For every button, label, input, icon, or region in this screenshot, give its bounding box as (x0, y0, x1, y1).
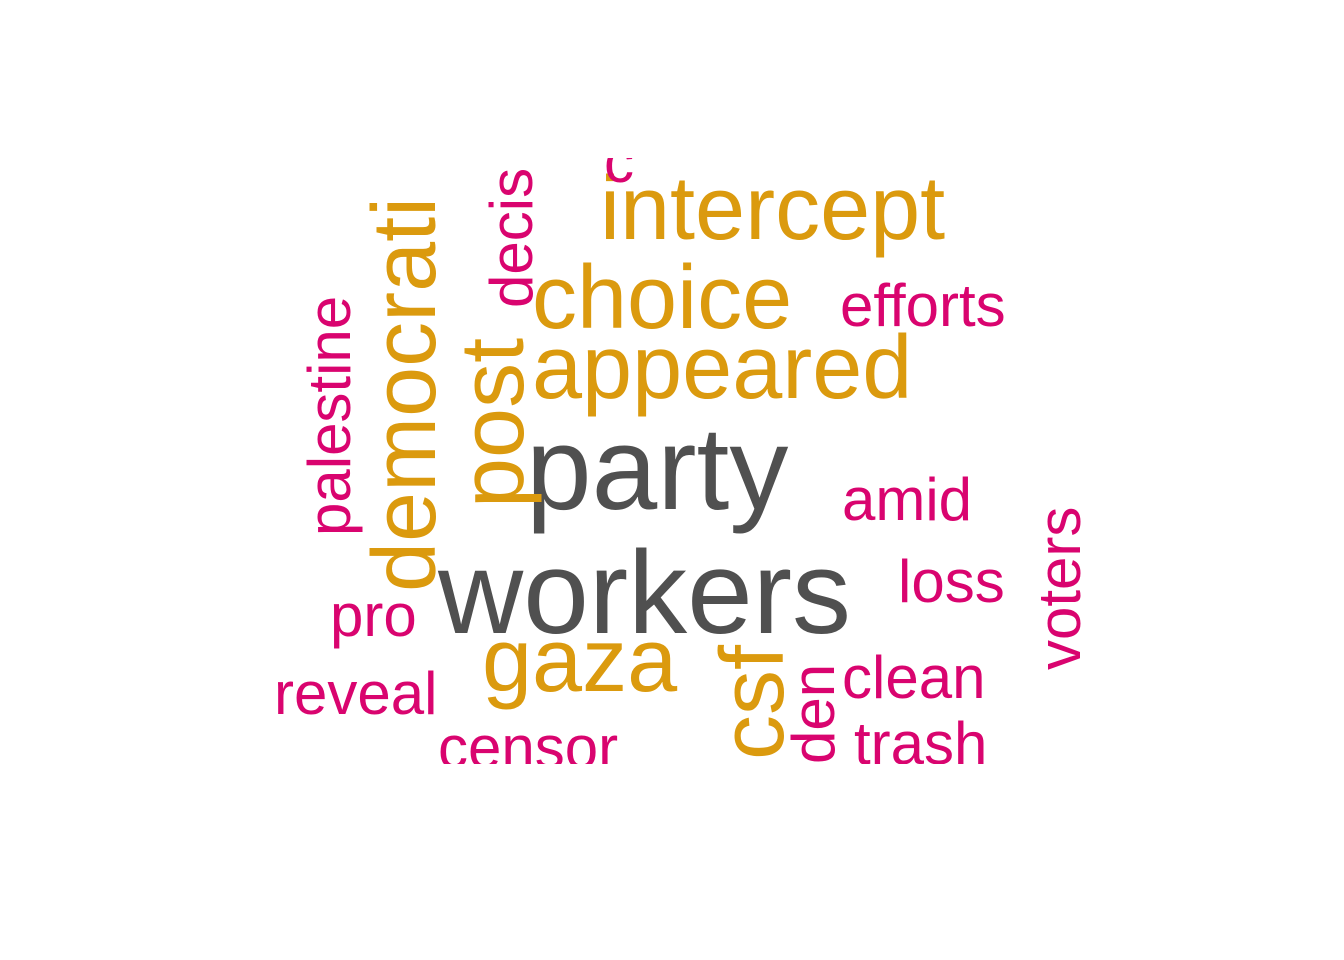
word-choice: choice (532, 248, 793, 348)
word-appeared: appeared (532, 318, 913, 418)
word-cloud-area: party workers intercept choice appeared … (230, 158, 1130, 764)
word-reveal: reveal (274, 660, 438, 727)
word-gaza: gaza (482, 611, 678, 711)
word-efforts: efforts (840, 272, 1006, 339)
word-voters: voters (1026, 506, 1093, 670)
word-trash: trash (854, 710, 988, 765)
word-pro: pro (330, 582, 417, 649)
word-amid: amid (842, 466, 973, 533)
word-party: party (526, 403, 789, 535)
word-top-fragment: c (604, 158, 634, 195)
word-den: den (780, 663, 847, 764)
word-palestine: palestine (296, 295, 363, 536)
word-post: post (443, 337, 543, 508)
word-decis: decis (478, 167, 545, 308)
word-loss: loss (898, 548, 1005, 615)
word-censor: censor (438, 714, 619, 765)
word-workers: workers (438, 527, 852, 659)
word-intercept: intercept (600, 159, 946, 259)
word-democrati: democrati (355, 196, 455, 592)
word-clean: clean (842, 644, 986, 711)
